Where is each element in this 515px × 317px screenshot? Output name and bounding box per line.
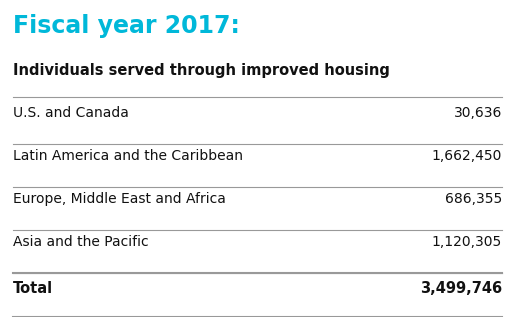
Text: Asia and the Pacific: Asia and the Pacific (13, 235, 148, 249)
Text: 1,662,450: 1,662,450 (432, 149, 502, 163)
Text: Individuals served through improved housing: Individuals served through improved hous… (13, 63, 390, 78)
Text: Europe, Middle East and Africa: Europe, Middle East and Africa (13, 192, 226, 206)
Text: U.S. and Canada: U.S. and Canada (13, 106, 129, 120)
Text: Total: Total (13, 281, 53, 295)
Text: 686,355: 686,355 (445, 192, 502, 206)
Text: Fiscal year 2017:: Fiscal year 2017: (13, 14, 240, 38)
Text: 3,499,746: 3,499,746 (420, 281, 502, 295)
Text: Latin America and the Caribbean: Latin America and the Caribbean (13, 149, 243, 163)
Text: 1,120,305: 1,120,305 (432, 235, 502, 249)
Text: 30,636: 30,636 (454, 106, 502, 120)
